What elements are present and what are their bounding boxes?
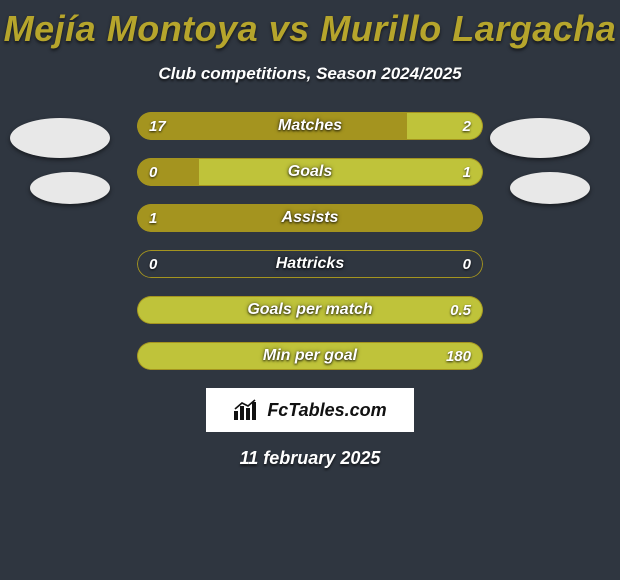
footer-date: 11 february 2025 <box>0 448 620 469</box>
stat-row: 180Min per goal <box>137 342 483 370</box>
stat-fill-right <box>407 112 483 140</box>
stat-fill-right <box>137 296 483 324</box>
brand-name: FcTables.com <box>267 400 386 421</box>
stat-row: 0.5Goals per match <box>137 296 483 324</box>
stat-row: 172Matches <box>137 112 483 140</box>
player-left-avatar <box>10 118 110 158</box>
stat-fill-right <box>137 342 483 370</box>
stat-label: Hattricks <box>137 250 483 278</box>
stat-value-right: 0 <box>463 250 471 278</box>
player-left-avatar-secondary <box>30 172 110 204</box>
stat-fill-left <box>137 158 199 186</box>
page-title: Mejía Montoya vs Murillo Largacha <box>0 0 620 50</box>
stat-value-left: 0 <box>149 250 157 278</box>
brand-logo-icon <box>233 399 261 421</box>
subtitle: Club competitions, Season 2024/2025 <box>0 64 620 84</box>
stat-row: 1Assists <box>137 204 483 232</box>
stat-fill-right <box>199 158 483 186</box>
player-right-avatar <box>490 118 590 158</box>
stat-fill-left <box>137 204 483 232</box>
stat-row: 01Goals <box>137 158 483 186</box>
brand-badge: FcTables.com <box>206 388 414 432</box>
player-right-avatar-secondary <box>510 172 590 204</box>
stat-row: 0 0Hattricks <box>137 250 483 278</box>
stat-fill-left <box>137 112 407 140</box>
stat-outline <box>137 250 483 278</box>
